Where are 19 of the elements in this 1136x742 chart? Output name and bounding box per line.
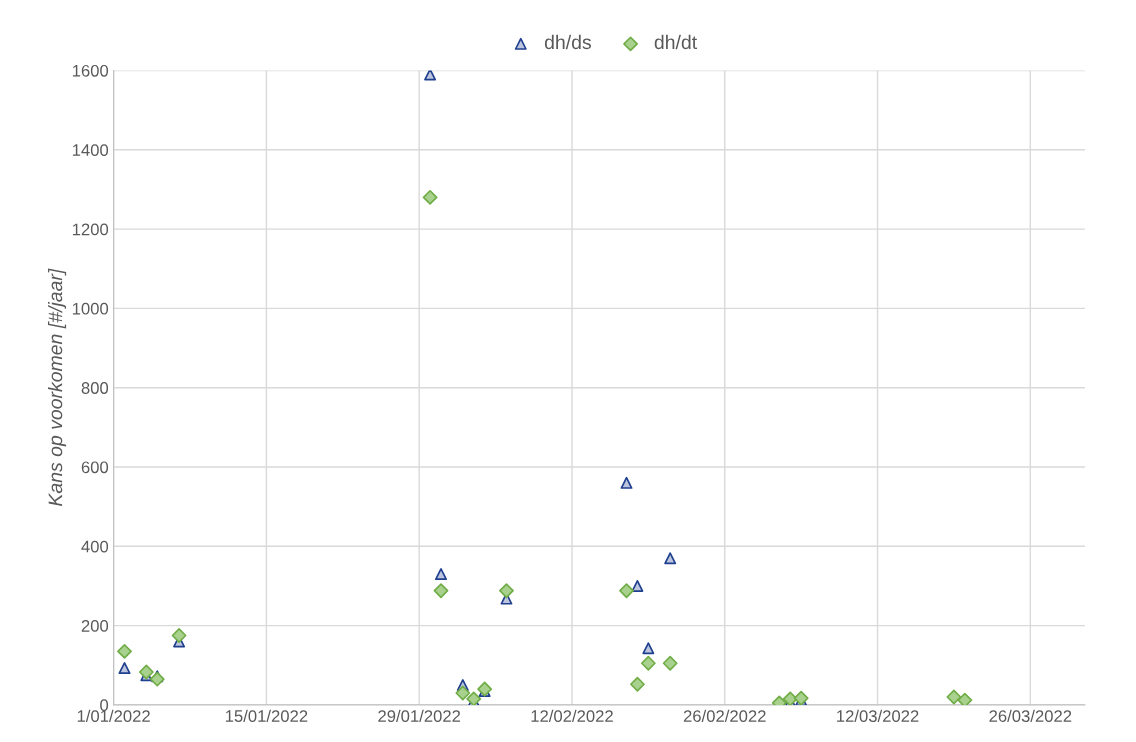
x-tick-label: 15/01/2022 xyxy=(225,709,308,722)
y-tick-label: 1600 xyxy=(72,64,109,77)
x-tick-label: 12/03/2022 xyxy=(837,709,919,722)
x-tick-label: 26/02/2022 xyxy=(683,709,766,722)
y-tick-label: 1000 xyxy=(72,302,109,315)
y-axis-title: Kans op voorkomen [#/jaar] xyxy=(47,268,67,506)
x-tick-label: 29/01/2022 xyxy=(378,709,461,722)
legend-label: dh/dt xyxy=(654,34,697,50)
y-tick-label: 600 xyxy=(81,461,109,474)
y-tick-label: 1200 xyxy=(72,223,109,236)
y-tick-label: 0 xyxy=(100,699,109,712)
x-tick-label: 26/03/2022 xyxy=(989,709,1072,722)
y-tick-label: 1400 xyxy=(72,144,109,156)
legend-label: dh/ds xyxy=(544,34,591,50)
y-tick-label: 400 xyxy=(81,540,109,553)
y-tick-label: 200 xyxy=(81,620,109,632)
x-tick-label: 1/01/2022 xyxy=(77,709,150,722)
y-tick-label: 800 xyxy=(81,382,109,394)
x-tick-label: 12/02/2022 xyxy=(531,709,613,722)
